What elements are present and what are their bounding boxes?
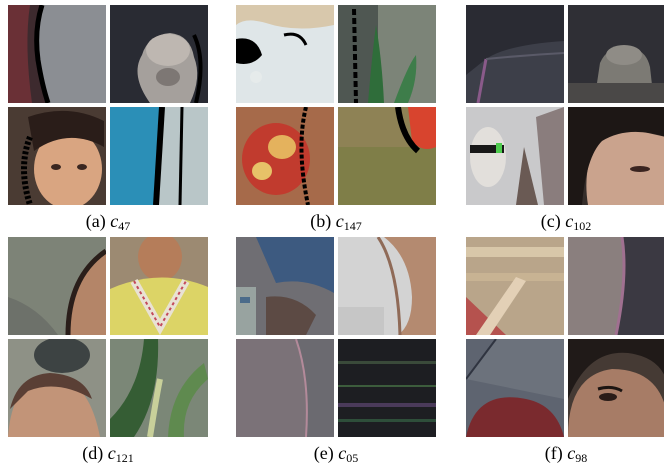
patch-grid	[236, 5, 436, 205]
panel-caption: (f) c98	[466, 443, 664, 466]
panel-caption: (b) c147	[236, 211, 436, 234]
image-patch	[568, 237, 664, 335]
image-patch	[236, 339, 334, 437]
panel-label: (f)	[544, 443, 563, 463]
image-patch	[110, 107, 208, 205]
panel-label: (a)	[85, 211, 106, 231]
image-patch	[466, 237, 564, 335]
panel-caption: (c) c102	[466, 211, 664, 234]
panel-symbol: c	[567, 443, 576, 463]
panel-index: 102	[573, 219, 592, 233]
image-patch	[8, 107, 106, 205]
image-patch	[110, 5, 208, 103]
panel-index: 98	[575, 451, 588, 465]
image-patch	[338, 237, 436, 335]
panel-label: (e)	[313, 443, 334, 463]
image-patch	[8, 339, 106, 437]
image-patch	[110, 339, 208, 437]
panel-symbol: c	[110, 211, 119, 231]
image-patch	[338, 339, 436, 437]
image-patch	[568, 5, 664, 103]
image-patch	[338, 5, 436, 103]
image-patch	[8, 5, 106, 103]
panel-caption: (e) c05	[236, 443, 436, 466]
patch-grid	[466, 5, 664, 205]
patch-grid	[236, 237, 436, 437]
image-patch	[236, 5, 334, 103]
panel-label: (b)	[310, 211, 332, 231]
panel-symbol: c	[335, 211, 344, 231]
panel-label: (d)	[82, 443, 104, 463]
patch-grid	[466, 237, 664, 437]
panel-symbol: c	[338, 443, 347, 463]
panel-caption: (d) c121	[8, 443, 208, 466]
image-patch	[8, 237, 106, 335]
image-patch	[568, 339, 664, 437]
panel-index: 147	[343, 219, 362, 233]
panel-caption: (a) c47	[8, 211, 208, 234]
patch-grid	[8, 237, 208, 437]
image-patch	[236, 237, 334, 335]
panel-index: 05	[346, 451, 359, 465]
image-patch	[466, 339, 564, 437]
image-patch	[466, 107, 564, 205]
image-patch	[236, 107, 334, 205]
image-patch	[338, 107, 436, 205]
patch-grid	[8, 5, 208, 205]
image-patch	[110, 237, 208, 335]
panel-label: (c)	[540, 211, 561, 231]
panel-index: 47	[118, 219, 131, 233]
image-patch	[568, 107, 664, 205]
panel-symbol: c	[565, 211, 574, 231]
image-patch	[466, 5, 564, 103]
panel-symbol: c	[107, 443, 116, 463]
panel-index: 121	[115, 451, 134, 465]
